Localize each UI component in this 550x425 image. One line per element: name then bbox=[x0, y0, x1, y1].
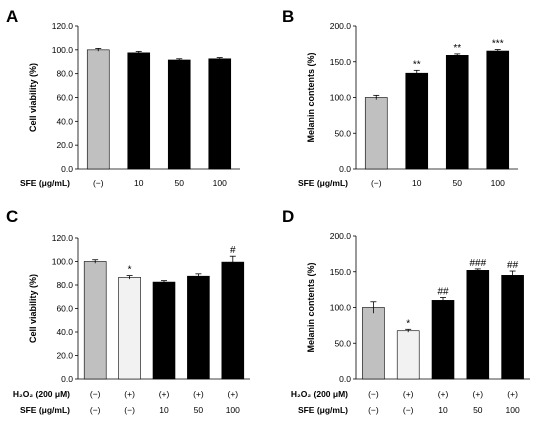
bar bbox=[86, 49, 110, 170]
condition-value: (−) bbox=[368, 405, 379, 415]
condition-row-label: SFE (μg/mL) bbox=[298, 178, 348, 188]
condition-row-label: H₂O₂ (200 μM) bbox=[291, 389, 348, 399]
condition-value: (+) bbox=[472, 389, 483, 399]
condition-row-label: H₂O₂ (200 μM) bbox=[13, 389, 70, 399]
panel-letter: C bbox=[6, 207, 18, 226]
bar bbox=[208, 58, 232, 170]
condition-value: (+) bbox=[159, 389, 170, 399]
y-tick-label: 200.0 bbox=[330, 231, 352, 241]
bar bbox=[221, 261, 245, 380]
condition-row-label: SFE (μg/mL) bbox=[20, 178, 70, 188]
condition-value: 100 bbox=[213, 178, 227, 188]
condition-value: (+) bbox=[438, 389, 449, 399]
condition-value: (−) bbox=[368, 389, 379, 399]
chart-panel-a: A 0.0 20.0 40.0 60.0 80.0 100.0 120.0 Cell viabi… bbox=[6, 7, 240, 188]
condition-value: 50 bbox=[194, 405, 204, 415]
bar bbox=[83, 261, 107, 380]
y-axis-title: Melanin contents (%) bbox=[306, 52, 316, 142]
condition-value: (−) bbox=[371, 178, 382, 188]
y-tick-label: 50.0 bbox=[334, 338, 351, 348]
y-tick-label: 100.0 bbox=[330, 93, 352, 103]
significance-label: ### bbox=[469, 258, 486, 269]
y-tick-label: 0.0 bbox=[339, 164, 351, 174]
condition-value: 10 bbox=[438, 405, 448, 415]
y-tick-label: 20.0 bbox=[56, 140, 73, 150]
y-axis-title: Cell viability (%) bbox=[28, 63, 38, 132]
y-tick-label: 40.0 bbox=[56, 327, 73, 337]
y-tick-label: 100.0 bbox=[52, 45, 74, 55]
significance-label: ** bbox=[453, 43, 461, 54]
y-tick-label: 120.0 bbox=[52, 21, 74, 31]
panel-letter: D bbox=[282, 207, 294, 226]
y-tick-label: 60.0 bbox=[56, 93, 73, 103]
chart-panel-d: D 0.0 50.0 100.0 150.0 200.0 Melanin contents … bbox=[282, 207, 530, 415]
y-tick-label: 80.0 bbox=[56, 280, 73, 290]
y-axis-title: Melanin contents (%) bbox=[306, 262, 316, 352]
y-tick-label: 200.0 bbox=[330, 21, 352, 31]
bar bbox=[466, 270, 490, 380]
condition-value: (+) bbox=[403, 389, 414, 399]
condition-value: 50 bbox=[175, 178, 185, 188]
condition-value: 50 bbox=[473, 405, 483, 415]
significance-label: ** bbox=[413, 59, 421, 70]
y-tick-label: 80.0 bbox=[56, 69, 73, 79]
bar bbox=[501, 275, 524, 380]
condition-value: 10 bbox=[159, 405, 169, 415]
condition-value: (+) bbox=[124, 389, 135, 399]
significance-label: *** bbox=[492, 39, 504, 50]
condition-value: (+) bbox=[507, 389, 518, 399]
condition-value: (−) bbox=[124, 405, 135, 415]
y-tick-label: 150.0 bbox=[330, 267, 352, 277]
y-tick-label: 120.0 bbox=[52, 233, 74, 243]
y-tick-label: 100.0 bbox=[52, 257, 74, 267]
condition-value: (−) bbox=[90, 389, 101, 399]
panel-letter: A bbox=[6, 7, 18, 26]
y-tick-label: 60.0 bbox=[56, 304, 73, 314]
significance-label: ## bbox=[437, 286, 449, 297]
chart-panel-b: B 0.0 50.0 100.0 150.0 200.0 Melanin contents … bbox=[282, 7, 518, 188]
condition-row-label: SFE (μg/mL) bbox=[298, 405, 348, 415]
significance-label: ## bbox=[507, 260, 519, 271]
y-tick-label: 50.0 bbox=[334, 128, 351, 138]
bar bbox=[431, 300, 455, 380]
condition-value: (−) bbox=[403, 405, 414, 415]
bar bbox=[364, 97, 388, 170]
y-tick-label: 0.0 bbox=[61, 164, 73, 174]
condition-value: 100 bbox=[226, 405, 240, 415]
bar bbox=[187, 275, 210, 380]
y-tick-label: 100.0 bbox=[330, 303, 352, 313]
condition-value: (+) bbox=[193, 389, 204, 399]
significance-label: # bbox=[230, 245, 236, 256]
bar bbox=[396, 330, 420, 380]
y-tick-label: 150.0 bbox=[330, 57, 352, 67]
bar bbox=[152, 281, 176, 380]
condition-value: (+) bbox=[227, 389, 238, 399]
condition-value: (−) bbox=[93, 178, 104, 188]
significance-label: * bbox=[128, 265, 132, 276]
y-tick-label: 20.0 bbox=[56, 351, 73, 361]
bar bbox=[167, 59, 191, 170]
significance-label: * bbox=[406, 318, 410, 329]
bar bbox=[445, 55, 469, 170]
condition-value: 100 bbox=[491, 178, 505, 188]
bar bbox=[118, 277, 141, 380]
bar bbox=[405, 72, 429, 170]
y-tick-label: 40.0 bbox=[56, 116, 73, 126]
y-tick-label: 0.0 bbox=[339, 374, 351, 384]
bar bbox=[362, 307, 385, 380]
chart-panel-c: C 0.0 20.0 40.0 60.0 80.0 100.0 120.0 Cell viabi… bbox=[6, 207, 250, 415]
bar bbox=[486, 50, 510, 170]
condition-value: 50 bbox=[453, 178, 463, 188]
condition-value: 100 bbox=[506, 405, 520, 415]
condition-value: 10 bbox=[134, 178, 144, 188]
y-tick-label: 0.0 bbox=[61, 374, 73, 384]
bar bbox=[127, 52, 151, 170]
condition-value: 10 bbox=[412, 178, 422, 188]
condition-row-label: SFE (μg/mL) bbox=[20, 405, 70, 415]
panel-letter: B bbox=[282, 7, 294, 26]
condition-value: (−) bbox=[90, 405, 101, 415]
y-axis-title: Cell viability (%) bbox=[28, 274, 38, 343]
